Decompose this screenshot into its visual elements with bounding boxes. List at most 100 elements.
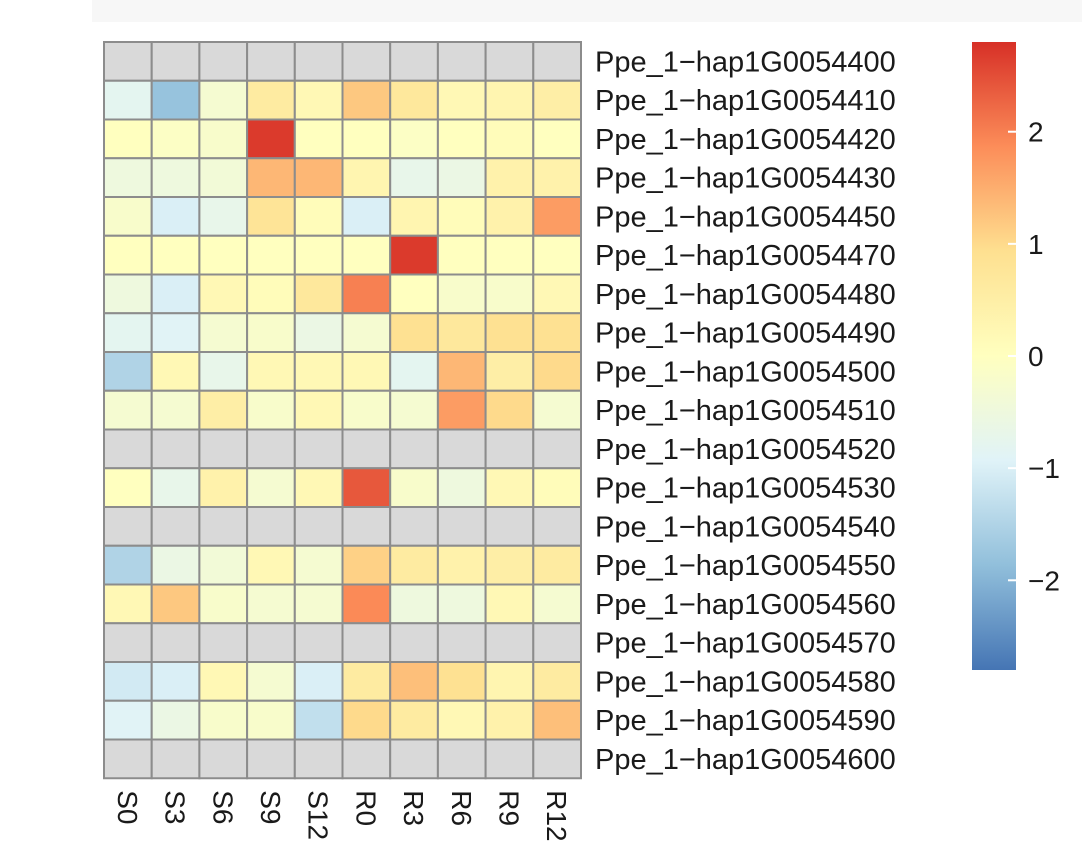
heatmap-cell: [150, 196, 201, 237]
heatmap-cell: [246, 622, 296, 663]
heatmap-cell: [293, 234, 344, 276]
row-label: Ppe_1−hap1G0054530: [595, 473, 896, 505]
heatmap-cell: [436, 506, 487, 547]
heatmap-cell: [341, 234, 392, 276]
heatmap-cell: [484, 622, 535, 663]
heatmap-cell: [389, 661, 439, 702]
heatmap-cell: [293, 661, 344, 702]
heatmap-cell: [389, 699, 439, 741]
heatmap-cell: [198, 661, 249, 702]
heatmap-cell: [246, 699, 296, 741]
heatmap-cell: [341, 389, 392, 431]
heatmap-cell: [484, 428, 535, 470]
heatmap-cell: [436, 544, 487, 586]
heatmap-cell: [293, 544, 344, 586]
row-label: Ppe_1−hap1G0054520: [595, 434, 896, 466]
heatmap-cell: [436, 157, 487, 198]
heatmap-cell: [484, 312, 535, 353]
heatmap-cell: [198, 583, 249, 625]
heatmap-cell: [436, 738, 487, 780]
color-legend-ticks: 2 1 0 −1 −2: [1008, 117, 1060, 596]
row-label: Ppe_1−hap1G0054550: [595, 550, 896, 582]
heatmap-cell: [532, 118, 582, 160]
row-label: Ppe_1−hap1G0054560: [595, 589, 896, 621]
column-label: R12: [541, 790, 572, 841]
column-label: S9: [255, 790, 286, 824]
heatmap-cell: [293, 273, 344, 315]
heatmap-cell: [341, 41, 392, 82]
row-label: Ppe_1−hap1G0054510: [595, 395, 896, 427]
heatmap-cell: [436, 41, 487, 82]
heatmap-cell: [532, 273, 582, 315]
column-label: S6: [207, 790, 238, 824]
heatmap-cell: [293, 583, 344, 625]
heatmap-cell: [103, 351, 153, 392]
heatmap-cell: [293, 389, 344, 431]
heatmap-cell: [532, 351, 582, 392]
heatmap-cell: [341, 583, 392, 625]
heatmap-cell: [532, 622, 582, 663]
heatmap-cell: [150, 157, 201, 198]
heatmap-cell: [198, 699, 249, 741]
heatmap-cell: [389, 544, 439, 586]
heatmap-cell: [436, 118, 487, 160]
heatmap-cell: [389, 273, 439, 315]
heatmap-cell: [484, 118, 535, 160]
heatmap-cell: [198, 196, 249, 237]
heatmap-cell: [150, 738, 201, 780]
heatmap-cell: [484, 41, 535, 82]
heatmap-cell: [436, 196, 487, 237]
legend-tick-label: −2: [1028, 565, 1060, 596]
heatmap-cell: [293, 428, 344, 470]
heatmap-cell: [484, 544, 535, 586]
heatmap-cell: [103, 544, 153, 586]
heatmap-cell: [103, 118, 153, 160]
heatmap-cell: [103, 79, 153, 121]
heatmap-cell: [532, 467, 582, 508]
heatmap-cell: [150, 79, 201, 121]
heatmap-cell: [436, 661, 487, 702]
heatmap-cell: [389, 234, 439, 276]
heatmap-cell: [341, 699, 392, 741]
heatmap-cell: [103, 428, 153, 470]
heatmap-cell: [436, 234, 487, 276]
heatmap-cell: [436, 79, 487, 121]
heatmap-cell: [103, 699, 153, 741]
heatmap-cell: [198, 622, 249, 663]
heatmap-cell: [389, 622, 439, 663]
heatmap-cell: [532, 41, 582, 82]
heatmap-cell: [389, 312, 439, 353]
heatmap-cell: [246, 118, 296, 160]
heatmap-cell: [150, 118, 201, 160]
heatmap-cell: [246, 196, 296, 237]
color-legend: 2 1 0 −1 −2: [972, 42, 1060, 670]
row-label: Ppe_1−hap1G0054430: [595, 163, 896, 195]
heatmap-cell: [103, 389, 153, 431]
heatmap-cell: [484, 506, 535, 547]
column-label: R0: [350, 790, 381, 826]
heatmap-cells: [103, 41, 582, 780]
heatmap-cell: [246, 41, 296, 82]
column-label: R9: [493, 790, 524, 826]
heatmap-cell: [150, 622, 201, 663]
row-label: Ppe_1−hap1G0054500: [595, 356, 896, 388]
heatmap-cell: [103, 738, 153, 780]
heatmap-cell: [293, 467, 344, 508]
heatmap-cell: [150, 428, 201, 470]
row-label: Ppe_1−hap1G0054490: [595, 318, 896, 350]
heatmap-cell: [246, 738, 296, 780]
heatmap-cell: [484, 699, 535, 741]
row-label: Ppe_1−hap1G0054600: [595, 744, 896, 776]
legend-tick-label: 1: [1028, 229, 1044, 260]
heatmap-cell: [246, 157, 296, 198]
heatmap-cell: [103, 157, 153, 198]
heatmap-cell: [484, 389, 535, 431]
column-label: S12: [303, 790, 334, 840]
heatmap-cell: [150, 234, 201, 276]
heatmap-cell: [341, 157, 392, 198]
heatmap-cell: [436, 699, 487, 741]
heatmap-cell: [389, 118, 439, 160]
heatmap-cell: [198, 467, 249, 508]
heatmap-cell: [246, 583, 296, 625]
heatmap-cell: [389, 351, 439, 392]
